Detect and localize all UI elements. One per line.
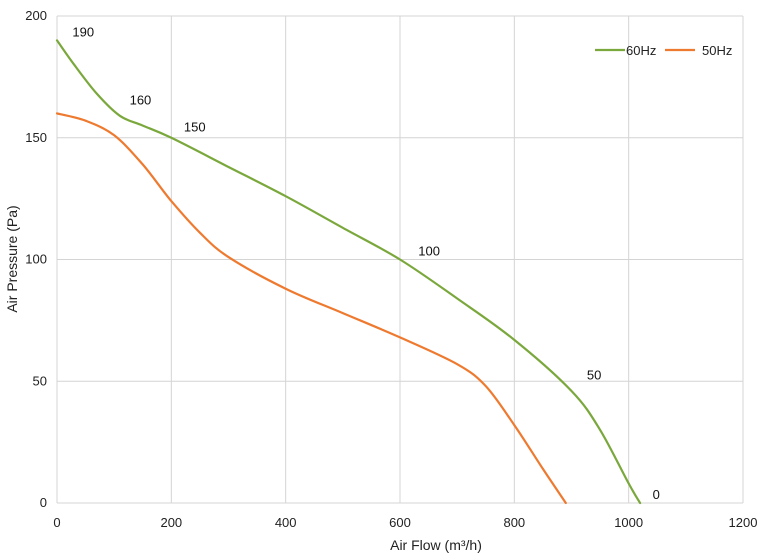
- data-label: 190: [72, 24, 94, 39]
- y-tick-label: 50: [33, 373, 47, 388]
- y-axis-title: Air Pressure (Pa): [4, 205, 20, 312]
- legend-label: 60Hz: [626, 43, 656, 58]
- legend-label: 50Hz: [702, 43, 732, 58]
- data-label: 0: [653, 487, 660, 502]
- data-label: 150: [184, 119, 206, 134]
- y-tick-label: 100: [25, 252, 47, 267]
- y-tick-label: 200: [25, 8, 47, 23]
- x-tick-label: 800: [503, 515, 525, 530]
- y-tick-label: 150: [25, 130, 47, 145]
- data-label: 100: [418, 244, 440, 259]
- x-tick-label: 1000: [614, 515, 643, 530]
- x-tick-label: 1200: [729, 515, 758, 530]
- series-line-50hz: [55, 112, 567, 505]
- x-axis-title: Air Flow (m³/h): [390, 537, 482, 553]
- x-tick-label: 600: [389, 515, 411, 530]
- legend: 60Hz 50Hz: [595, 43, 732, 58]
- y-tick-label: 0: [40, 495, 47, 510]
- data-labels: 190 160 150 100 50 0: [72, 24, 659, 502]
- x-tick-label: 200: [160, 515, 182, 530]
- x-tick-label: 0: [53, 515, 60, 530]
- data-label: 50: [587, 368, 601, 383]
- series-lines: [55, 39, 642, 505]
- data-label: 160: [130, 93, 152, 108]
- series-line-60hz: [55, 39, 642, 505]
- x-tick-label: 400: [275, 515, 297, 530]
